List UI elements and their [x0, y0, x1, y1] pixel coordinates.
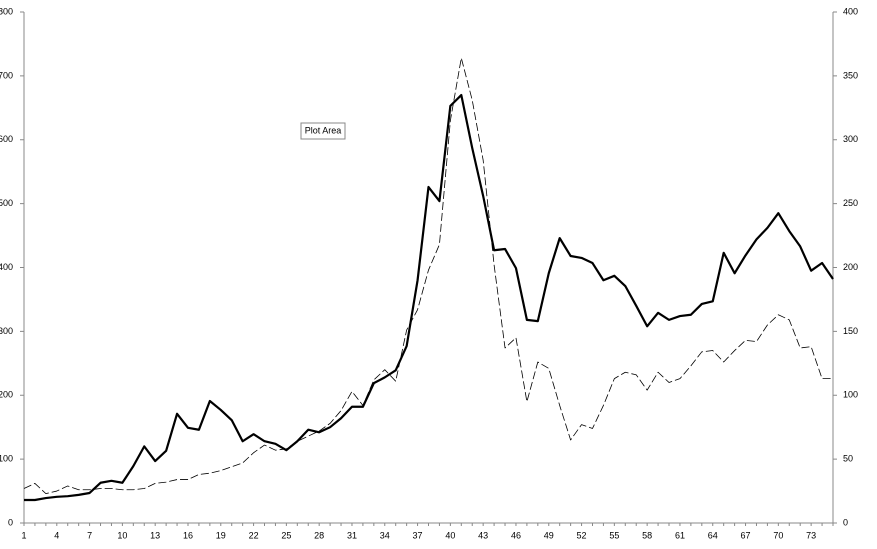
- x-tick-label: 28: [314, 530, 324, 540]
- y-tick-label: 200: [0, 390, 13, 400]
- y2-tick-label: 350: [843, 70, 858, 80]
- x-tick-label: 46: [511, 530, 521, 540]
- x-tick-label: 55: [609, 530, 619, 540]
- y2-tick-label: 300: [843, 134, 858, 144]
- series-line: [24, 93, 834, 502]
- tooltip: Plot Area: [300, 122, 346, 140]
- x-tick-label: 1: [21, 530, 26, 540]
- y2-tick-label: 250: [843, 198, 858, 208]
- y2-tick-label: 50: [843, 454, 853, 464]
- y-tick-label: 800: [0, 6, 13, 16]
- x-tick-label: 7: [87, 530, 92, 540]
- x-tick-label: 61: [675, 530, 685, 540]
- x-tick-label: 16: [183, 530, 193, 540]
- plot: 0 100 200 300 400 500 600 700 800 0 50 100 150 200 250…: [0, 6, 858, 540]
- x-tick-label: 49: [544, 530, 554, 540]
- x-tick-label: 73: [806, 530, 816, 540]
- tooltip-box: [300, 122, 346, 140]
- x-tick-label: 58: [642, 530, 652, 540]
- y-tick-label: 600: [0, 134, 13, 144]
- y2-tick-label: 100: [843, 390, 858, 400]
- y2-tick-label: 150: [843, 326, 858, 336]
- x-tick-label: 25: [281, 530, 291, 540]
- x-tick-label: 4: [54, 530, 59, 540]
- x-tick-label: 34: [380, 530, 390, 540]
- y-tick-label: 700: [0, 70, 13, 80]
- x-tick-label: 10: [117, 530, 127, 540]
- x-tick-label: 22: [249, 530, 259, 540]
- x-tick-label: 67: [741, 530, 751, 540]
- x-tick-label: 52: [577, 530, 587, 540]
- y-tick-label: 500: [0, 198, 13, 208]
- tooltip-text: Plot Area: [305, 125, 342, 135]
- x-tick-label: 19: [216, 530, 226, 540]
- x-tick-label: 31: [347, 530, 357, 540]
- y-tick-label: 300: [0, 326, 13, 336]
- x-tick-label: 43: [478, 530, 488, 540]
- y-tick-label: 0: [8, 517, 13, 527]
- x-tick-label: 13: [150, 530, 160, 540]
- x-tick-label: 64: [708, 530, 718, 540]
- y2-tick-label: 400: [843, 6, 858, 16]
- x-tick-label: 40: [445, 530, 455, 540]
- y-tick-label: 100: [0, 454, 13, 464]
- x-tick-label: 37: [413, 530, 423, 540]
- series-line: [23, 57, 833, 495]
- x-tick-label: 70: [773, 530, 783, 540]
- y2-tick-label: 200: [843, 262, 858, 272]
- y-tick-label: 400: [0, 262, 13, 272]
- y2-tick-label: 0: [843, 517, 848, 527]
